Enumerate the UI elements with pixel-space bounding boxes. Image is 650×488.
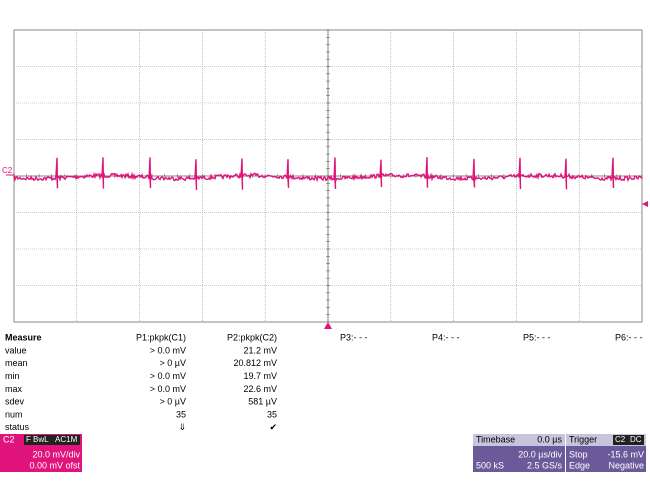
trigger-type: Edge [569, 460, 590, 470]
measure-value: > 0 µV [160, 397, 186, 407]
timebase-samples: 500 kS [476, 460, 504, 470]
trigger-position-marker [324, 322, 332, 329]
trace-marker [6, 174, 15, 179]
measure-value: 581 µV [248, 397, 277, 407]
trigger-tag: C2 [615, 435, 626, 444]
measure-value: 22.6 mV [243, 384, 277, 394]
trigger-title: Trigger [569, 434, 597, 444]
timebase-scale: 20.0 µs/div [518, 449, 562, 459]
measure-value: > 0.0 mV [150, 345, 186, 355]
measure-value: > 0.0 mV [150, 384, 186, 394]
trigger-level: -15.6 mV [607, 449, 644, 459]
measure-value: 35 [267, 409, 277, 419]
channel-tags-bg [24, 435, 80, 445]
channel-scale: 20.0 mV/div [32, 449, 80, 459]
measure-value: 21.2 mV [243, 345, 277, 355]
measure-label: sdev [5, 397, 25, 407]
measure-header: P3:- - - [340, 332, 368, 342]
measure-header: P5:- - - [523, 332, 551, 342]
channel-tag: AC1M [55, 435, 78, 444]
timebase-header [473, 434, 565, 446]
trigger-level-marker [642, 201, 648, 207]
measure-label: max [5, 384, 23, 394]
measure-header: P2:pkpk(C2) [227, 332, 277, 342]
measure-header: P4:- - - [432, 332, 460, 342]
measure-value: 35 [176, 409, 186, 419]
timebase-rate: 2.5 GS/s [527, 460, 563, 470]
channel-tag: F [26, 435, 31, 444]
channel-tag: BwL [33, 435, 49, 444]
trigger-tag: DC [630, 435, 642, 444]
measure-value: ⇓ [178, 422, 186, 432]
trigger-mode: Stop [569, 449, 588, 459]
measure-header: P6:- - - [615, 332, 643, 342]
measure-label: mean [5, 358, 28, 368]
measure-label: min [5, 371, 20, 381]
channel-name: C2 [3, 434, 15, 444]
measure-value: 20.812 mV [233, 358, 277, 368]
measure-label: value [5, 345, 27, 355]
measure-table: Measure P1:pkpk(C1) P2:pkpk(C2) P3:- - - P4:… [5, 332, 643, 432]
measure-value: ✔ [269, 422, 277, 432]
measure-value: 19.7 mV [243, 371, 277, 381]
measure-label: status [5, 422, 30, 432]
trigger-tags-bg [613, 435, 644, 445]
trigger-slope: Negative [608, 460, 644, 470]
measure-value: > 0 µV [160, 358, 186, 368]
measure-header: P1:pkpk(C1) [136, 332, 186, 342]
timebase-title: Timebase [476, 434, 515, 444]
trace-label: C2 [2, 166, 13, 175]
measure-label: num [5, 409, 23, 419]
channel-offset: 0.00 mV ofst [29, 460, 80, 470]
waveform [13, 157, 643, 190]
measure-header: Measure [5, 332, 42, 342]
timebase-delay: 0.0 µs [537, 434, 562, 444]
measure-value: > 0.0 mV [150, 371, 186, 381]
